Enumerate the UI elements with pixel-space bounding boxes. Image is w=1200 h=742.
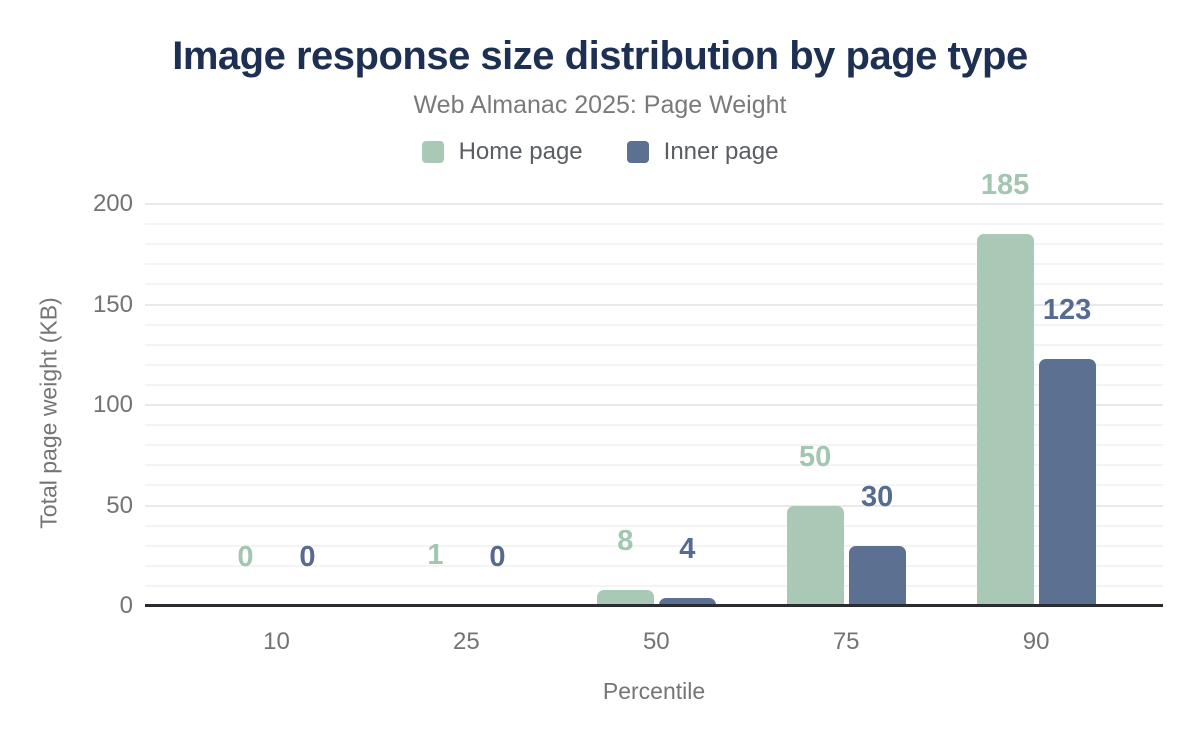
bar-home-p75 xyxy=(786,505,844,606)
bar-value-label: 123 xyxy=(1042,293,1092,326)
x-tick-label: 75 xyxy=(832,628,860,655)
gridline-minor xyxy=(145,564,1163,567)
gridline-minor xyxy=(145,484,1163,487)
gridline-minor xyxy=(145,283,1163,286)
legend-swatch-icon xyxy=(626,141,649,163)
x-tick-label: 90 xyxy=(1022,628,1050,655)
gridline-minor xyxy=(145,343,1163,346)
y-tick-label: 100 xyxy=(92,391,133,418)
bar-inner-p90 xyxy=(1038,358,1096,606)
bar-value-label: 1 xyxy=(427,539,444,571)
gridline-minor xyxy=(145,544,1163,547)
gridline-minor xyxy=(145,383,1163,386)
legend-label: Home page xyxy=(458,138,583,165)
gridline-minor xyxy=(145,584,1163,587)
legend-item-1: Inner page xyxy=(626,138,779,166)
x-axis-line xyxy=(145,604,1163,607)
bar-inner-p50 xyxy=(658,597,716,606)
gridline-minor xyxy=(145,323,1163,326)
y-axis-title: Total page weight (KB) xyxy=(35,297,62,529)
x-tick-label: 25 xyxy=(453,628,480,655)
bar-value-label: 4 xyxy=(679,532,696,565)
gridline-minor xyxy=(145,363,1163,366)
gridline-major xyxy=(145,404,1163,406)
gridline-minor xyxy=(145,223,1163,226)
x-tick-label: 10 xyxy=(263,628,290,655)
bar-value-label: 30 xyxy=(861,480,894,513)
x-tick-label: 50 xyxy=(642,628,670,655)
bar-value-label: 185 xyxy=(980,169,1030,202)
gridline-major xyxy=(145,303,1163,306)
gridline-minor xyxy=(145,424,1163,427)
gridline-major xyxy=(145,504,1163,507)
gridline-major xyxy=(145,203,1163,205)
legend-item-0: Home page xyxy=(421,138,583,166)
y-tick-label: 200 xyxy=(92,190,133,217)
y-tick-label: 50 xyxy=(106,491,133,519)
bar-value-label: 0 xyxy=(489,541,506,573)
x-axis-title: Percentile xyxy=(602,678,706,704)
bar-value-label: 0 xyxy=(237,541,254,573)
bar-value-label: 8 xyxy=(617,524,634,557)
legend-label: Inner page xyxy=(663,138,779,165)
bar-home-p90 xyxy=(976,234,1034,606)
chart-title: Image response size distribution by page… xyxy=(172,34,1028,78)
chart-subtitle: Web Almanac 2025: Page Weight xyxy=(413,91,787,119)
bar-home-p50 xyxy=(596,589,654,606)
gridline-minor xyxy=(145,243,1163,246)
bar-value-label: 50 xyxy=(799,440,832,473)
y-tick-label: 0 xyxy=(119,592,133,619)
legend: Home page Inner page xyxy=(0,138,1200,166)
legend-swatch-icon xyxy=(421,141,444,163)
gridline-minor xyxy=(145,464,1163,467)
gridline-minor xyxy=(145,444,1163,447)
bar-inner-p75 xyxy=(848,545,906,606)
gridline-minor xyxy=(145,524,1163,527)
y-tick-label: 150 xyxy=(92,290,133,318)
plot-area: 0 0 1 0 8 4 50 30 185 123 xyxy=(145,170,1163,606)
gridline-minor xyxy=(145,263,1163,266)
bar-value-label: 0 xyxy=(299,541,316,573)
